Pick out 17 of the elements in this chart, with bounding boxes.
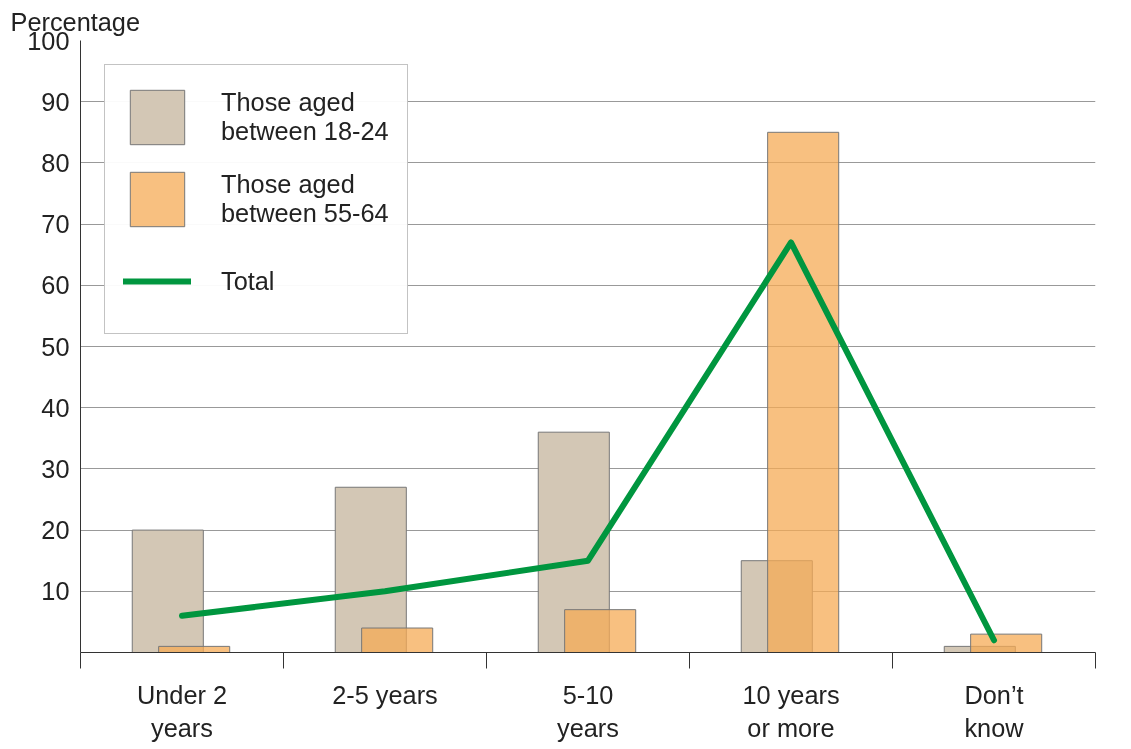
y-tick-label: 30 [41,454,70,483]
x-tick-label: Under 2 years [136,680,228,743]
y-tick-label: 20 [41,516,70,545]
x-tick-label: Don’t know [964,680,1025,743]
y-tick-label: 40 [41,393,70,422]
y-tick-label: 80 [41,148,70,177]
y-tick-label: 50 [41,332,70,361]
x-tick-label: 10 years or more [742,680,840,743]
y-tick-label: 70 [41,210,70,239]
x-tick-label: 5-10 years [557,680,619,743]
y-tick-label: 60 [41,271,70,300]
legend-label: Total [221,266,275,296]
y-tick-label: 90 [41,87,70,116]
legend-label: Those aged between 18-24 [221,88,389,146]
legend-label: Those aged between 55-64 [221,170,389,228]
y-tick-label: 10 [41,577,70,606]
x-tick-label: 2-5 years [332,680,438,709]
